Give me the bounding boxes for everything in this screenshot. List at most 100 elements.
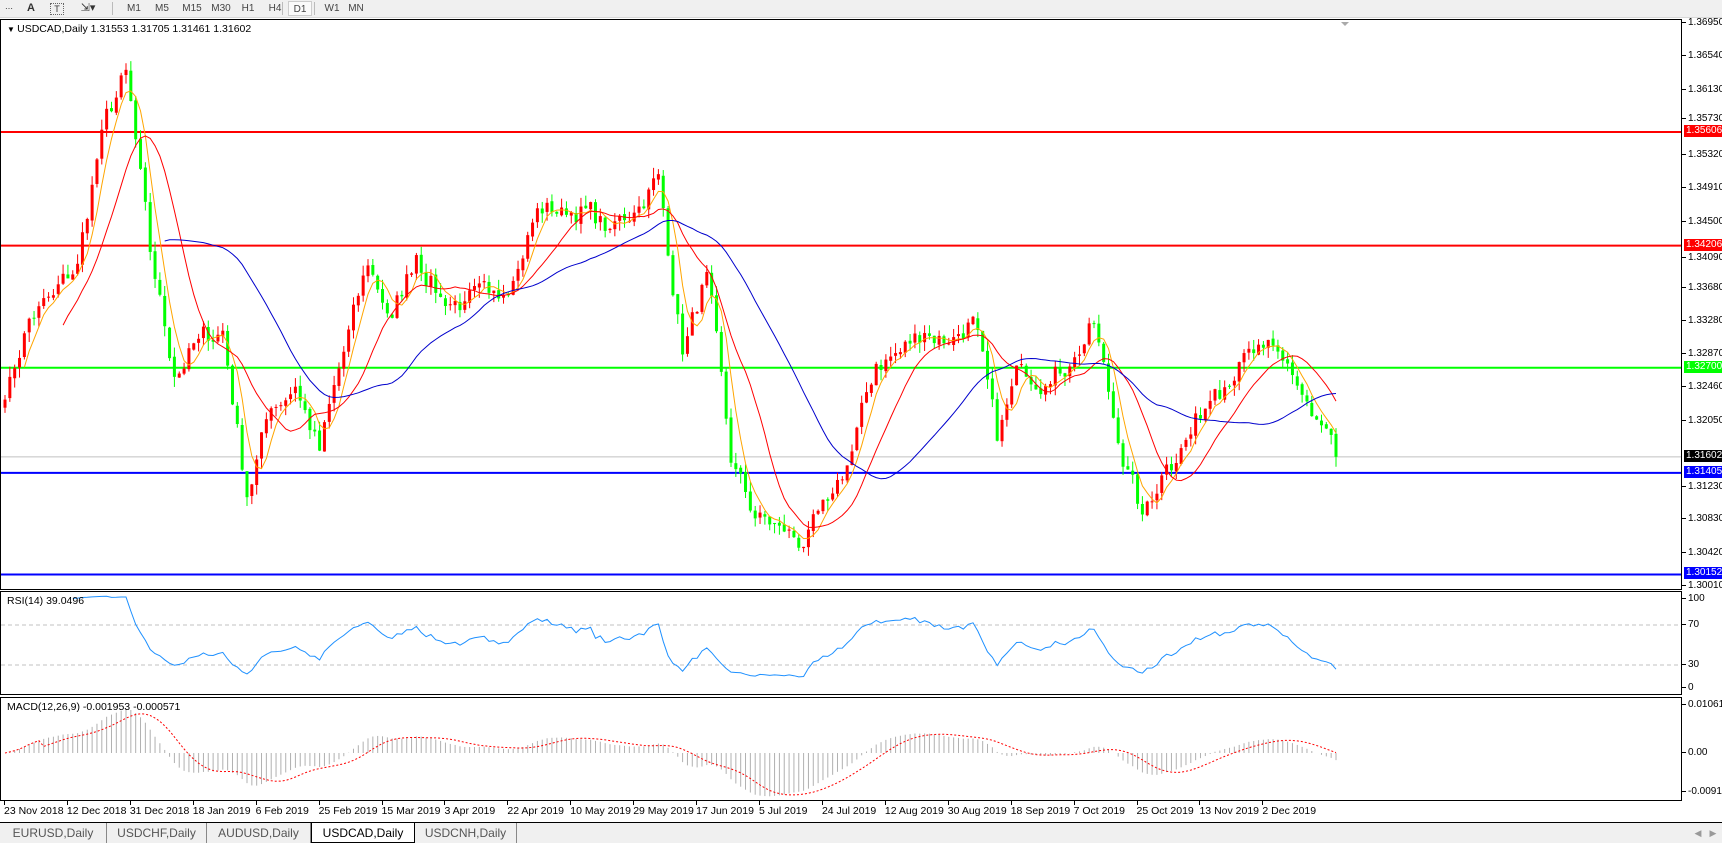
candle: [313, 420, 317, 437]
candle: [230, 364, 234, 406]
main-chart-panel[interactable]: ▼ USDCAD,Daily 1.31553 1.31705 1.31461 1…: [0, 19, 1682, 590]
tab-scroll-left-icon[interactable]: ◀: [1694, 828, 1702, 838]
date-axis-label: 17 Jun 2019: [696, 801, 754, 817]
chart-tab-usdcnh[interactable]: USDCNH,Daily: [415, 823, 517, 843]
macd-axis-label: 0.00: [1681, 747, 1708, 758]
candle: [1261, 341, 1265, 356]
candle: [168, 326, 172, 361]
candle: [260, 432, 264, 470]
candle: [109, 101, 113, 113]
candle: [289, 387, 293, 405]
chart-shift-marker-icon[interactable]: [1341, 22, 1349, 26]
candle: [816, 509, 820, 515]
price-axis-label: 1.32460: [1681, 381, 1722, 392]
candle: [860, 395, 864, 435]
candle: [555, 211, 559, 217]
timeframe-m5[interactable]: M5: [155, 3, 169, 14]
candle: [753, 505, 757, 527]
candle: [376, 274, 380, 293]
arrows-icon[interactable]: ⇲▾: [80, 2, 96, 14]
candle: [366, 259, 370, 283]
candle: [255, 455, 259, 495]
candle: [134, 96, 138, 148]
timeframe-h1[interactable]: H1: [241, 3, 255, 14]
candle: [835, 472, 839, 497]
timeframe-mn[interactable]: MN: [348, 3, 364, 14]
candle: [676, 293, 680, 324]
timeframe-m1[interactable]: M1: [127, 3, 141, 14]
candle: [990, 368, 994, 408]
candle: [681, 304, 685, 362]
candle: [172, 347, 176, 387]
candle: [1121, 439, 1125, 475]
candle: [671, 250, 675, 297]
candle: [206, 320, 210, 351]
candle: [114, 91, 118, 116]
candle: [216, 326, 220, 344]
candle: [342, 346, 346, 377]
date-axis-label: 12 Aug 2019: [884, 801, 944, 817]
candle: [923, 325, 927, 351]
candle: [874, 361, 878, 386]
date-axis-label: 3 Apr 2019: [444, 801, 496, 817]
chart-tab-eurusd[interactable]: EURUSD,Daily: [0, 823, 107, 843]
price-axis-label: 1.36950: [1681, 17, 1722, 28]
candle: [163, 285, 167, 337]
date-axis-label: 6 Feb 2019: [255, 801, 309, 817]
timeframe-w1[interactable]: W1: [324, 3, 340, 14]
candle: [1140, 496, 1144, 522]
date-axis-label: 22 Apr 2019: [507, 801, 564, 817]
timeframe-d1[interactable]: D1: [288, 1, 312, 16]
candle: [1223, 380, 1227, 403]
date-axis-label: 30 Aug 2019: [947, 801, 1007, 817]
candle: [1029, 369, 1033, 391]
toolbar: ⋯ A T ⇲▾ M1 M5 M15 M30 H1 H4 D1 W1 MN: [0, 0, 1722, 18]
candle: [322, 420, 326, 452]
candle: [564, 201, 568, 218]
macd-axis-label: 0.010615: [1682, 699, 1722, 710]
timeframe-m15[interactable]: M15: [182, 3, 202, 14]
fibonacci-fan-icon[interactable]: ⋯: [5, 4, 13, 13]
date-axis-label: 25 Oct 2019: [1136, 801, 1194, 817]
rsi-panel[interactable]: RSI(14) 39.0496: [0, 591, 1682, 695]
candle: [1044, 383, 1048, 402]
ma-medium-line: [62, 135, 1337, 529]
candle: [574, 206, 578, 231]
timeframe-h4[interactable]: H4: [268, 3, 282, 14]
candle: [443, 295, 447, 316]
candle: [351, 297, 355, 339]
candle: [153, 241, 157, 288]
price-axis-label: 1.30010: [1681, 580, 1722, 591]
candle: [1116, 408, 1120, 445]
candle: [385, 299, 389, 318]
chart-title-text: USDCAD,Daily 1.31553 1.31705 1.31461 1.3…: [17, 23, 252, 35]
candle: [1310, 395, 1314, 417]
candle: [1126, 456, 1130, 470]
candle: [463, 291, 467, 314]
price-axis-label: 1.34500: [1681, 216, 1722, 227]
candle: [240, 418, 244, 472]
level-price-tag: 1.34206: [1684, 238, 1722, 251]
tab-scroll-right-icon[interactable]: ▶: [1709, 828, 1717, 838]
price-axis[interactable]: 1.35606 1.34206 1.32700 1.31405 1.30152 1.316…: [1681, 17, 1722, 801]
collapse-triangle-icon[interactable]: ▼: [7, 25, 18, 34]
candle: [1228, 384, 1232, 389]
chart-tab-usdcad[interactable]: USDCAD,Daily: [311, 823, 415, 843]
candle: [1194, 406, 1198, 445]
rsi-title: RSI(14) 39.0496: [7, 595, 85, 607]
candle: [637, 196, 641, 218]
text-label-icon[interactable]: T: [50, 3, 64, 15]
candle: [61, 264, 65, 285]
candle: [869, 382, 873, 397]
candle: [56, 275, 60, 298]
macd-panel[interactable]: MACD(12,26,9) -0.001953 -0.000571: [0, 697, 1682, 801]
chart-tab-audusd[interactable]: AUDUSD,Daily: [207, 823, 311, 843]
timeframe-m30[interactable]: M30: [211, 3, 231, 14]
candle: [535, 202, 539, 228]
chart-tab-usdchf[interactable]: USDCHF,Daily: [107, 823, 207, 843]
candle: [1334, 428, 1338, 467]
candle: [748, 482, 752, 513]
text-icon[interactable]: A: [27, 2, 35, 14]
candle: [158, 272, 162, 297]
candle: [482, 273, 486, 289]
